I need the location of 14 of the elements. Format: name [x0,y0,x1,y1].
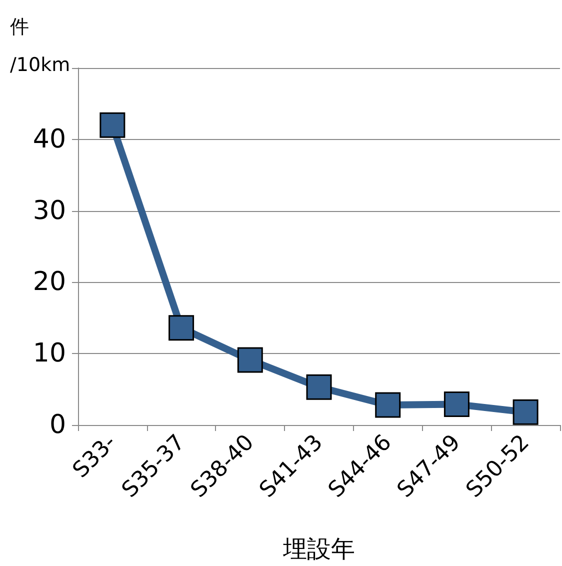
point [306,374,332,400]
point [168,315,194,341]
point [444,392,470,418]
x-axis-title: 埋設年 [282,535,355,563]
point [512,399,538,425]
point [237,347,263,373]
y-tick-label: 40 [32,124,66,154]
point [375,392,401,418]
y-tick-label: 10 [32,338,66,369]
y-tick-label: 0 [49,410,66,440]
y-tick-label: 30 [32,196,66,226]
y-axis-title: 件 /10km [10,16,70,76]
point [100,112,126,138]
y-tick-label: 20 [32,267,66,298]
